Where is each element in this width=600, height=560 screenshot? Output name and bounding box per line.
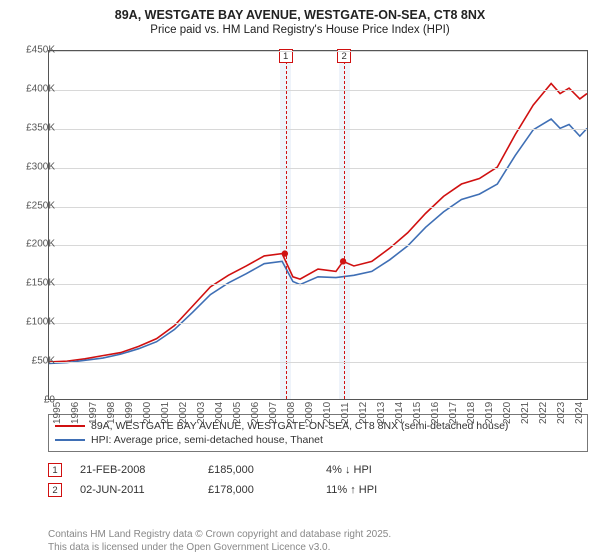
chart-subtitle: Price paid vs. HM Land Registry's House …: [0, 24, 600, 42]
x-axis-label: 2014: [394, 402, 405, 424]
x-axis-label: 2012: [358, 402, 369, 424]
x-axis-label: 2021: [520, 402, 531, 424]
y-axis-label: £450K: [10, 45, 55, 56]
sale-row: 1 21-FEB-2008 £185,000 4% ↓ HPI: [48, 460, 588, 480]
x-axis-label: 2003: [196, 402, 207, 424]
y-axis-label: £250K: [10, 200, 55, 211]
y-axis-label: £50K: [10, 356, 55, 367]
x-axis-label: 2007: [268, 402, 279, 424]
gridline-h: [49, 245, 587, 246]
gridline-h: [49, 168, 587, 169]
x-axis-label: 1997: [88, 402, 99, 424]
x-axis-label: 2018: [466, 402, 477, 424]
x-axis-label: 1995: [52, 402, 63, 424]
sale-price: £185,000: [208, 464, 308, 476]
y-axis-label: £100K: [10, 317, 55, 328]
legend-swatch: [55, 425, 85, 427]
footer-line: This data is licensed under the Open Gov…: [48, 541, 391, 554]
x-axis-label: 2019: [484, 402, 495, 424]
y-axis-label: £200K: [10, 239, 55, 250]
x-axis-label: 2001: [160, 402, 171, 424]
y-axis-label: £300K: [10, 161, 55, 172]
x-axis-label: 2004: [214, 402, 225, 424]
sale-number-box: 1: [48, 463, 62, 477]
x-axis-label: 2013: [376, 402, 387, 424]
x-axis-label: 2009: [304, 402, 315, 424]
x-axis-label: 2010: [322, 402, 333, 424]
series-line: [49, 119, 587, 363]
marker-line: [344, 51, 345, 399]
y-axis-label: £150K: [10, 278, 55, 289]
x-axis-label: 2015: [412, 402, 423, 424]
footer-line: Contains HM Land Registry data © Crown c…: [48, 528, 391, 541]
x-axis-label: 1999: [124, 402, 135, 424]
x-axis-label: 2002: [178, 402, 189, 424]
legend-row: HPI: Average price, semi-detached house,…: [55, 433, 581, 447]
chart-title: 89A, WESTGATE BAY AVENUE, WESTGATE-ON-SE…: [0, 0, 600, 24]
sale-delta: 11% ↑ HPI: [326, 484, 436, 496]
legend-label: HPI: Average price, semi-detached house,…: [91, 434, 323, 446]
x-axis-label: 2020: [502, 402, 513, 424]
chart-lines: [49, 51, 587, 399]
x-axis-label: 2017: [448, 402, 459, 424]
y-axis-label: £0: [10, 395, 55, 406]
sales-table: 1 21-FEB-2008 £185,000 4% ↓ HPI 2 02-JUN-2011…: [48, 460, 588, 500]
attribution-footer: Contains HM Land Registry data © Crown c…: [48, 528, 391, 554]
gridline-h: [49, 90, 587, 91]
legend-area: 89A, WESTGATE BAY AVENUE, WESTGATE-ON-SE…: [48, 414, 588, 500]
gridline-h: [49, 207, 587, 208]
legend-label: 89A, WESTGATE BAY AVENUE, WESTGATE-ON-SE…: [91, 420, 508, 432]
sale-date: 21-FEB-2008: [80, 464, 190, 476]
series-line: [49, 84, 587, 362]
x-axis-label: 1998: [106, 402, 117, 424]
gridline-h: [49, 362, 587, 363]
y-axis-label: £350K: [10, 122, 55, 133]
sale-number-box: 2: [48, 483, 62, 497]
gridline-h: [49, 284, 587, 285]
x-axis-label: 2024: [574, 402, 585, 424]
y-axis-label: £400K: [10, 83, 55, 94]
x-axis-label: 2022: [538, 402, 549, 424]
marker-line: [286, 51, 287, 399]
sale-row: 2 02-JUN-2011 £178,000 11% ↑ HPI: [48, 480, 588, 500]
sale-delta: 4% ↓ HPI: [326, 464, 436, 476]
gridline-h: [49, 323, 587, 324]
gridline-h: [49, 129, 587, 130]
chart-plot-area: 12: [48, 50, 588, 400]
gridline-h: [49, 51, 587, 52]
legend-swatch: [55, 439, 85, 441]
x-axis-label: 2016: [430, 402, 441, 424]
sale-price: £178,000: [208, 484, 308, 496]
sale-point-dot: [340, 258, 346, 264]
sale-date: 02-JUN-2011: [80, 484, 190, 496]
x-axis-label: 1996: [70, 402, 81, 424]
x-axis-label: 2006: [250, 402, 261, 424]
x-axis-label: 2005: [232, 402, 243, 424]
x-axis-label: 2011: [340, 402, 351, 424]
x-axis-label: 2008: [286, 402, 297, 424]
x-axis-label: 2000: [142, 402, 153, 424]
x-axis-label: 2023: [556, 402, 567, 424]
